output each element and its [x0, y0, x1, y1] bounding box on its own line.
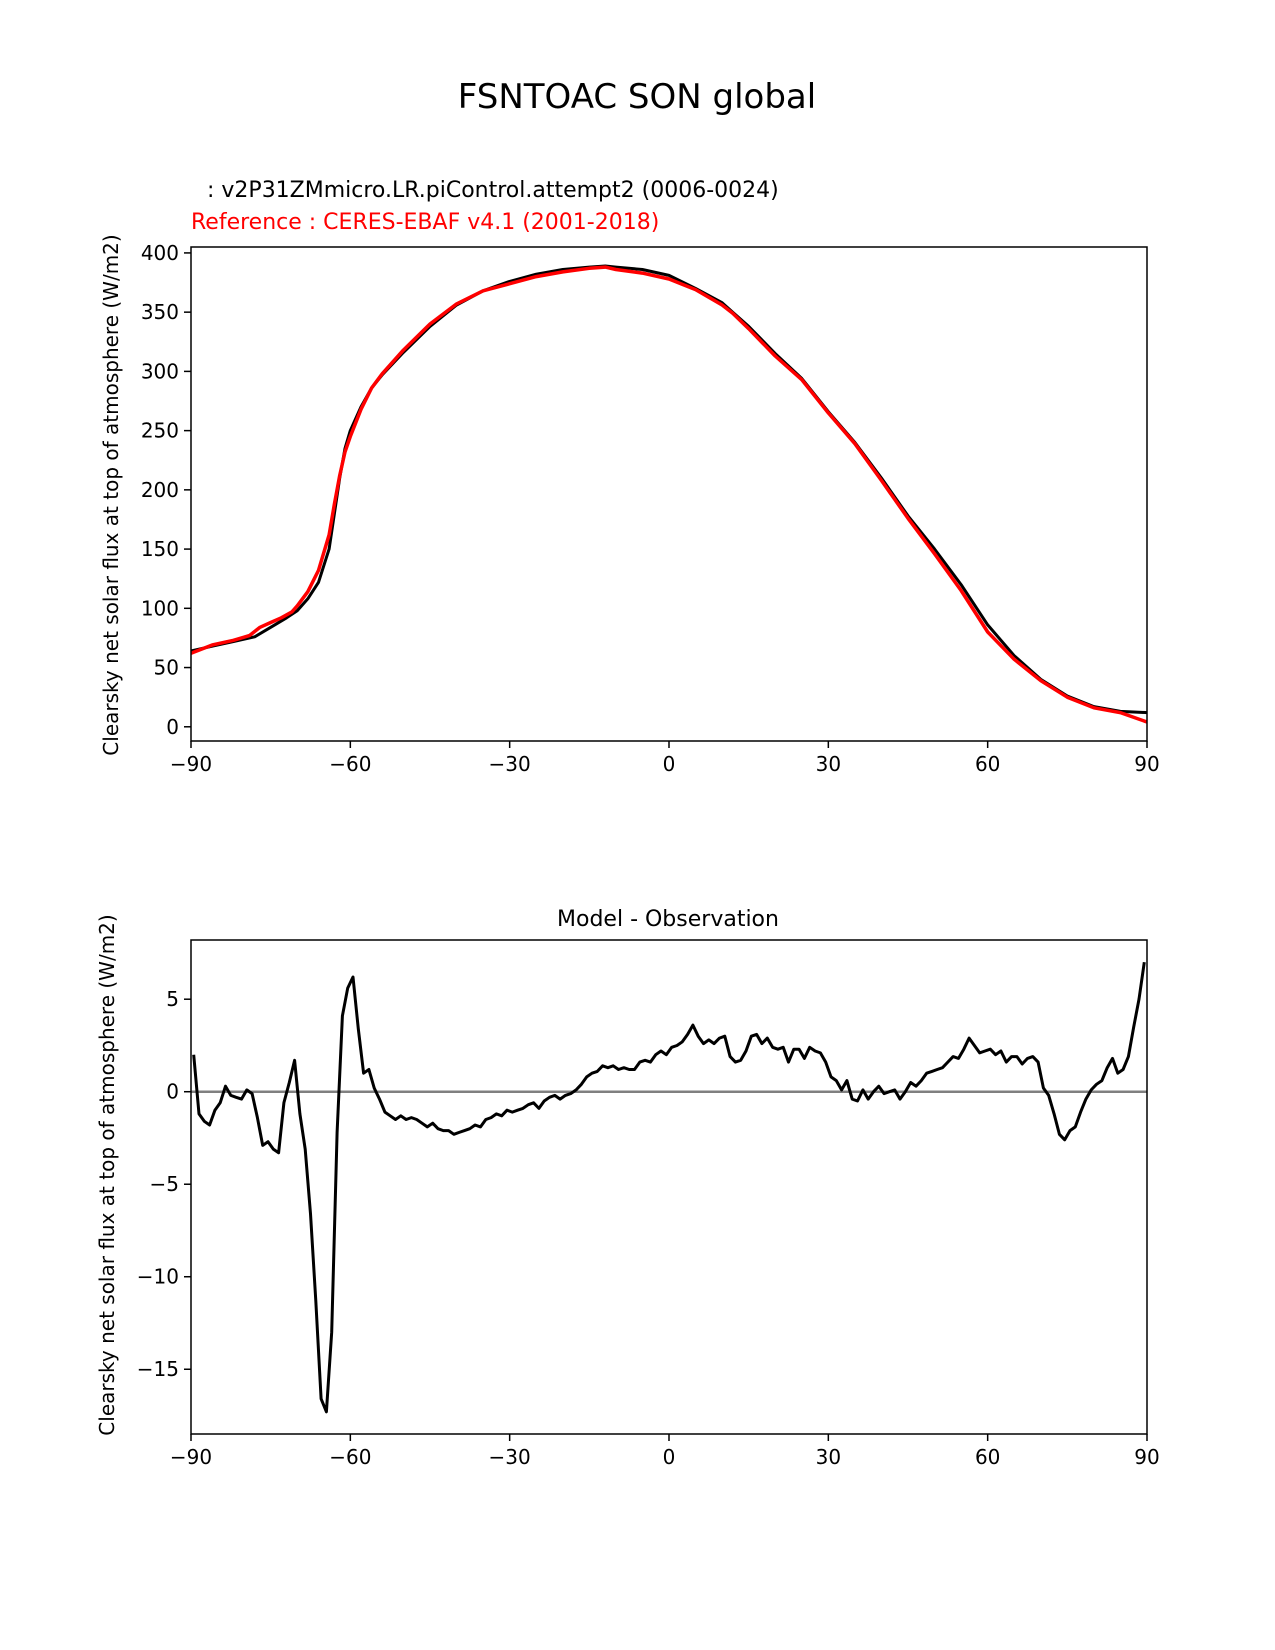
- reference-label: Reference : CERES-EBAF v4.1 (2001-2018): [191, 210, 659, 235]
- series-test-line: [190, 264, 1148, 715]
- y-tick-label: 400: [141, 241, 179, 265]
- axes-frame: [190, 246, 1148, 742]
- x-tick-label: 0: [663, 1445, 676, 1469]
- series-difference-line: [192, 961, 1146, 1414]
- y-tick-label: 250: [141, 419, 179, 443]
- y-tick-label: 5: [166, 987, 179, 1011]
- bottom-panel: Model - Observation Clearsky net solar f…: [95, 907, 1160, 1469]
- x-tick-label: −60: [329, 752, 371, 776]
- top-plot-area: −90 −60 −30 0 30 60 90 0 50 100 150 200 250 300 350 400: [141, 241, 1160, 776]
- x-tick-label: 60: [975, 1445, 1000, 1469]
- y-tick-label: 150: [141, 537, 179, 561]
- y-tick-label: −5: [150, 1172, 179, 1196]
- series-reference-line: [190, 265, 1148, 724]
- figure-title: FSNTOAC SON global: [458, 77, 816, 117]
- y-tick-label: −10: [137, 1265, 179, 1289]
- x-tick-label: 30: [816, 752, 841, 776]
- y-tick-label: 50: [154, 656, 179, 680]
- y-tick-label: 200: [141, 478, 179, 502]
- y-tick-label: −15: [137, 1357, 179, 1381]
- bottom-title: Model - Observation: [557, 907, 779, 932]
- x-tick-label: −90: [170, 752, 212, 776]
- y-tick-label: 0: [166, 715, 179, 739]
- x-tick-label: 0: [663, 752, 676, 776]
- x-tick-label: 30: [816, 1445, 841, 1469]
- top-y-axis-label: Clearsky net solar flux at top of atmosp…: [99, 234, 123, 755]
- x-tick-label: −30: [489, 752, 531, 776]
- y-tick-label: 100: [141, 596, 179, 620]
- top-panel: : v2P31ZMmicro.LR.piControl.attempt2 (00…: [99, 178, 1160, 776]
- bottom-y-axis-label: Clearsky net solar flux at top of atmosp…: [95, 914, 119, 1435]
- test-label: : v2P31ZMmicro.LR.piControl.attempt2 (00…: [207, 178, 779, 203]
- y-tick-label: 0: [166, 1080, 179, 1104]
- x-tick-label: −90: [170, 1445, 212, 1469]
- x-tick-label: −60: [329, 1445, 371, 1469]
- x-tick-label: 90: [1134, 752, 1159, 776]
- x-tick-label: −30: [489, 1445, 531, 1469]
- bottom-plot-area: −90 −60 −30 0 30 60 90 −15 −10 −5 0 5: [137, 939, 1160, 1469]
- y-tick-label: 300: [141, 359, 179, 383]
- x-tick-label: 60: [975, 752, 1000, 776]
- y-tick-label: 350: [141, 300, 179, 324]
- x-tick-label: 90: [1134, 1445, 1159, 1469]
